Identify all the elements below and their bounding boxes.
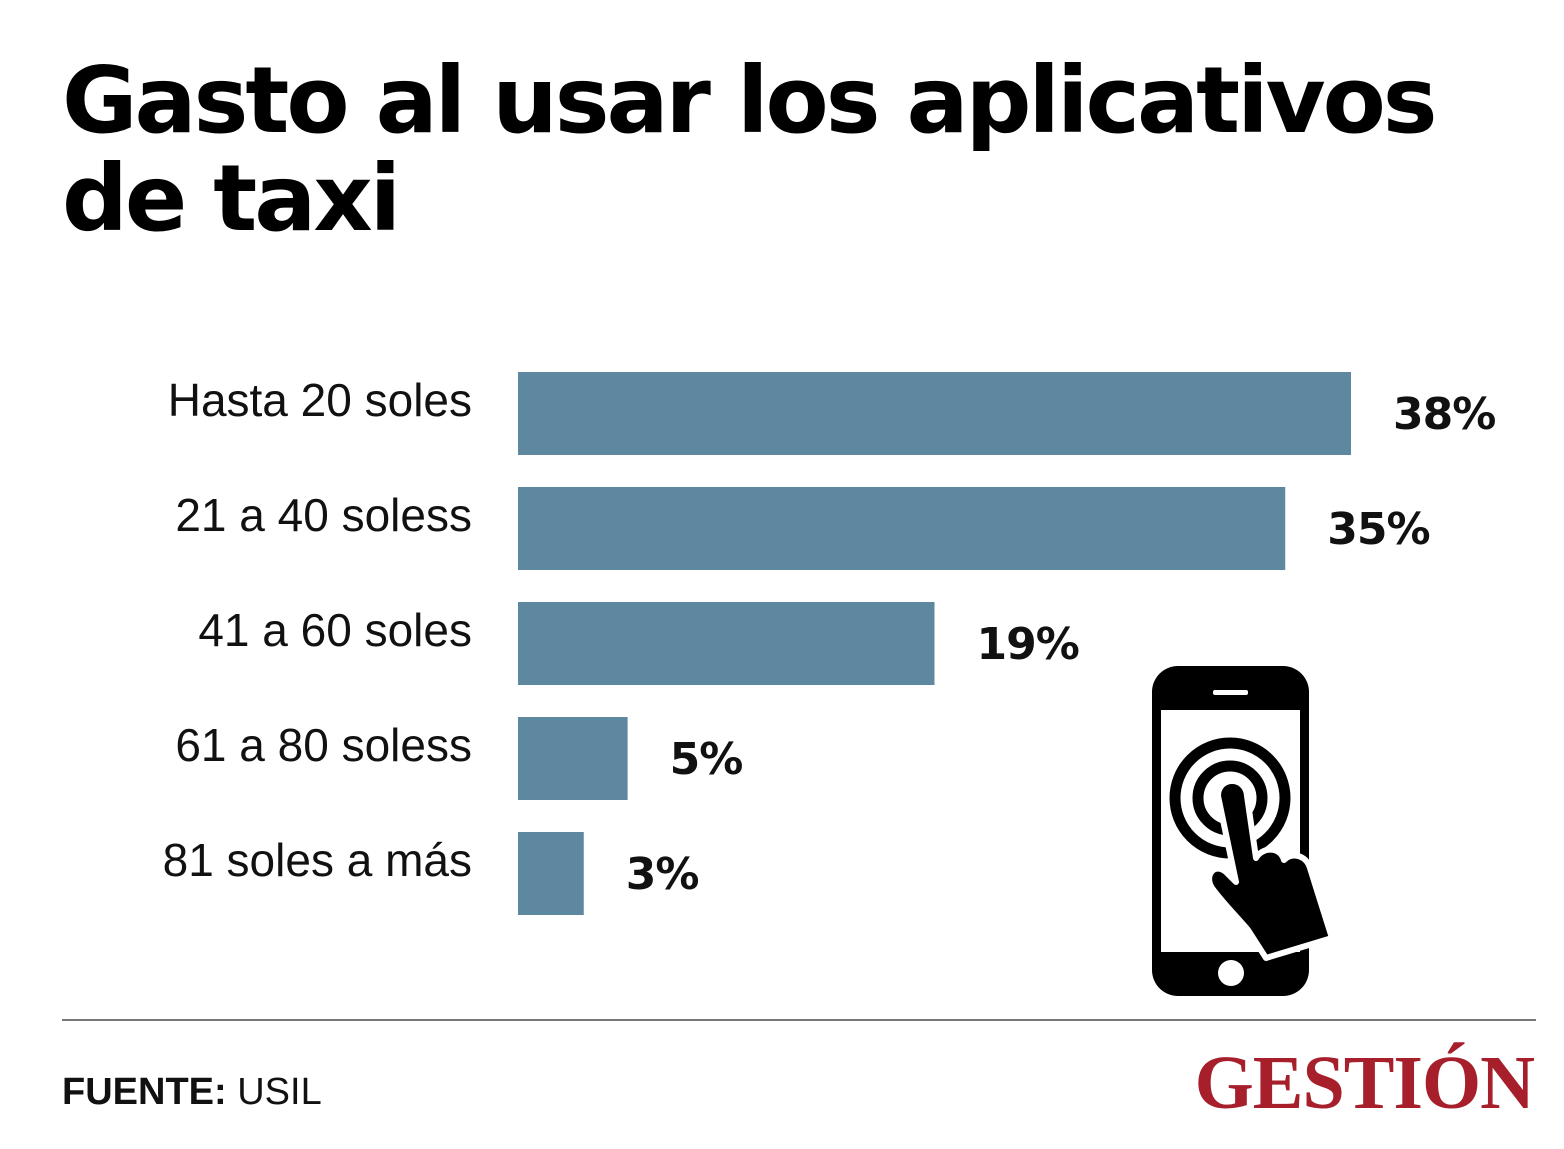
value-label: 5% xyxy=(670,734,743,785)
chart-title-line-1: Gasto al usar los aplicativos xyxy=(62,47,1438,154)
category-label: 81 soles a más xyxy=(163,834,472,886)
category-label: 21 a 40 soless xyxy=(175,489,472,541)
bar xyxy=(518,487,1286,570)
footer-divider xyxy=(62,1019,1536,1021)
bar xyxy=(518,832,584,915)
source-note: FUENTE: USIL xyxy=(62,1071,322,1114)
bar xyxy=(518,372,1351,455)
category-label: Hasta 20 soles xyxy=(168,374,472,426)
category-label: 61 a 80 soless xyxy=(175,719,472,771)
value-label: 35% xyxy=(1327,504,1429,555)
chart-title-line-2: de taxi xyxy=(62,145,401,252)
value-label: 19% xyxy=(977,619,1079,670)
value-label: 3% xyxy=(626,849,699,900)
source-label: FUENTE: xyxy=(62,1071,227,1113)
bar-group: Hasta 20 soles 38% 21 a 40 soless 35% 41 a 6… xyxy=(163,372,1496,915)
source-value: USIL xyxy=(237,1071,322,1113)
bar xyxy=(518,717,628,800)
smartphone-touch-icon xyxy=(1152,666,1335,996)
chart-title: Gasto al usar los aplicativos de taxi xyxy=(62,52,1482,248)
value-label: 38% xyxy=(1393,389,1495,440)
gestion-logo: GESTIÓN xyxy=(1194,1041,1535,1125)
bar xyxy=(518,602,935,685)
category-label: 41 a 60 soles xyxy=(198,604,472,656)
